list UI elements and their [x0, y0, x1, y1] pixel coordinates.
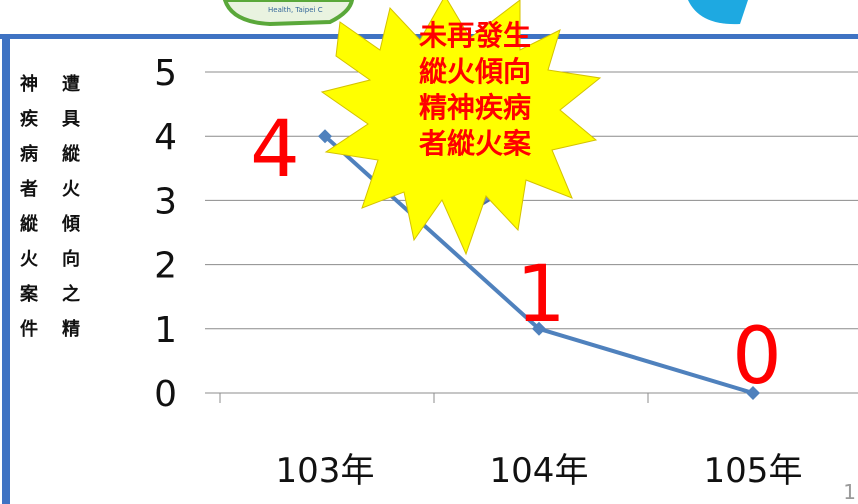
- logo-right-arc: [688, 0, 748, 25]
- callout-text: 未再發生 縱火傾向 精神疾病 者縱火案: [380, 18, 570, 162]
- y-axis-ticks: 0 1 2 3 4 5: [154, 53, 177, 415]
- y-axis-label-column-2: 遭具縱火傾向之精: [59, 74, 80, 354]
- y-tick-label: 0: [154, 374, 177, 415]
- x-tick-label: 105年: [704, 451, 803, 491]
- callout-line-1: 未再發生: [418, 19, 531, 52]
- logo-emblem: Health, Taipei C: [222, 0, 355, 27]
- x-axis: 103年 104年 105年: [219, 393, 803, 491]
- callout-line-4: 者縱火案: [418, 127, 531, 160]
- logo-text: Health, Taipei C: [268, 6, 323, 14]
- data-label: 0: [732, 312, 782, 402]
- data-label: 4: [250, 105, 300, 195]
- data-point-marker: [532, 321, 546, 336]
- y-tick-label: 3: [154, 181, 177, 222]
- x-tick-label: 103年: [276, 451, 375, 491]
- callout-line-2: 縱火傾向: [418, 55, 531, 88]
- y-tick-label: 2: [154, 246, 177, 287]
- x-tick-label: 104年: [490, 451, 589, 491]
- series-line: 4 1 0: [250, 105, 782, 402]
- left-frame-border: [2, 38, 10, 504]
- y-tick-label: 1: [154, 310, 177, 351]
- data-point-marker: [746, 386, 760, 400]
- slide-number: 1: [843, 480, 856, 504]
- y-axis-label-column-1: 神疾病者縱火案件: [17, 74, 38, 354]
- data-point-marker: [318, 129, 332, 144]
- y-tick-label: 5: [154, 53, 177, 94]
- callout-starburst: [320, 0, 602, 256]
- y-tick-label: 4: [154, 117, 177, 158]
- callout-line-3: 精神疾病: [418, 91, 531, 124]
- data-label: 1: [516, 250, 566, 340]
